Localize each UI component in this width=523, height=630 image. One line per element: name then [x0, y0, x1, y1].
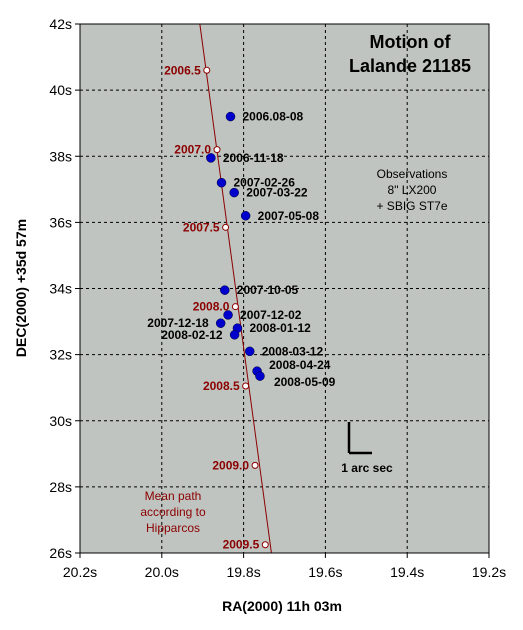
- observation-point: [223, 310, 233, 320]
- observation-label: 2007-02-26: [234, 176, 296, 190]
- observation-label: 2007-12-02: [240, 308, 302, 322]
- epoch-marker: [203, 66, 211, 74]
- observation-point: [229, 187, 239, 198]
- observations-note-line-3: + SBIG ST7e: [376, 199, 447, 213]
- observation-label: 2007-12-18: [147, 316, 209, 330]
- epoch-marker: [251, 461, 259, 469]
- x-tick-label: 20.2s: [63, 564, 97, 580]
- epoch-label: 2007.5: [183, 220, 220, 234]
- y-tick-label: 26s: [49, 545, 72, 561]
- path-note-line-3: Hipparcos: [146, 521, 200, 535]
- observations-note-line-2: 8" LX200: [388, 183, 437, 197]
- y-tick-label: 36s: [49, 214, 72, 230]
- hipparcos-path: 2006.5 2007.0 2007.5 2008.0 2008.5 2009.0 2009…: [164, 23, 272, 554]
- observation-label: 2008-02-12: [161, 328, 223, 342]
- observation-label: 2006-11-18: [223, 151, 284, 165]
- hipparcos-path-line: [199, 23, 272, 554]
- observation-label: 2007-10-05: [237, 283, 299, 297]
- scale-bar-label: 1 arc sec: [341, 461, 393, 475]
- y-tick-label: 30s: [49, 413, 72, 429]
- observation-point: [225, 111, 236, 122]
- x-axis-title: RA(2000) 11h 03m: [222, 598, 342, 614]
- x-tick-label: 19.2s: [472, 564, 506, 580]
- observation-label: 2007-03-22: [246, 186, 308, 200]
- epoch-label: 2008.5: [203, 379, 240, 393]
- plot-border: [79, 23, 490, 554]
- grid: [80, 24, 489, 553]
- y-tick-label: 40s: [49, 82, 72, 98]
- x-tick-label: 20.0s: [145, 564, 179, 580]
- observations: 2006.08-08 2006-11-18 2007-02-262007-03-22…: [147, 110, 335, 390]
- epoch-marker: [222, 223, 230, 231]
- chart-title-line-2: Lalande 21185: [349, 56, 471, 76]
- observation-label: 2008-05-09: [274, 375, 336, 389]
- epoch-label: 2008.0: [193, 300, 230, 314]
- epoch-marker: [261, 541, 269, 549]
- epoch-marker: [242, 382, 250, 390]
- x-tick-label: 19.4s: [390, 564, 424, 580]
- path-note-line-2: according to: [140, 505, 206, 519]
- epoch-label: 2007.0: [174, 143, 211, 157]
- observation-point: [229, 330, 240, 340]
- observation-point: [255, 371, 265, 381]
- y-tick-label: 32s: [49, 347, 72, 363]
- observation-point: [244, 346, 255, 357]
- y-tick-label: 34s: [49, 281, 72, 297]
- scale-bar: 1 arc sec: [341, 422, 393, 475]
- epoch-marker: [231, 303, 239, 311]
- observation-label: 2008-03-12: [262, 344, 324, 358]
- y-tick-label: 28s: [49, 479, 72, 495]
- epoch-marker: [213, 146, 221, 154]
- path-note-line-1: Mean path: [145, 489, 202, 503]
- observation-point: [216, 177, 227, 188]
- x-tick-label: 19.6s: [308, 564, 342, 580]
- epoch-label: 2009.5: [223, 538, 260, 552]
- y-axis-title: DEC(2000) +35d 57m: [13, 219, 29, 357]
- epoch-label: 2006.5: [164, 63, 201, 77]
- y-tick-label: 42s: [49, 16, 72, 32]
- observation-label: 2007-05-08: [258, 209, 320, 223]
- observation-point: [220, 285, 230, 295]
- axes: 20.2s 20.0s 19.8s 19.6s 19.4s 19.2s 26s 28s 30s 3…: [49, 16, 506, 580]
- observations-note-line-1: Observations: [377, 167, 448, 181]
- chart-title-line-1: Motion of: [370, 32, 452, 52]
- observation-point: [215, 318, 226, 328]
- epoch-label: 2009.0: [212, 458, 249, 472]
- observation-label: 2008-04-24: [269, 358, 331, 372]
- x-tick-label: 19.8s: [226, 564, 260, 580]
- observation-label: 2006.08-08: [243, 110, 304, 124]
- observation-point: [206, 153, 216, 163]
- observation-point: [240, 211, 251, 221]
- observation-label: 2008-01-12: [249, 321, 311, 335]
- y-tick-label: 38s: [49, 148, 72, 164]
